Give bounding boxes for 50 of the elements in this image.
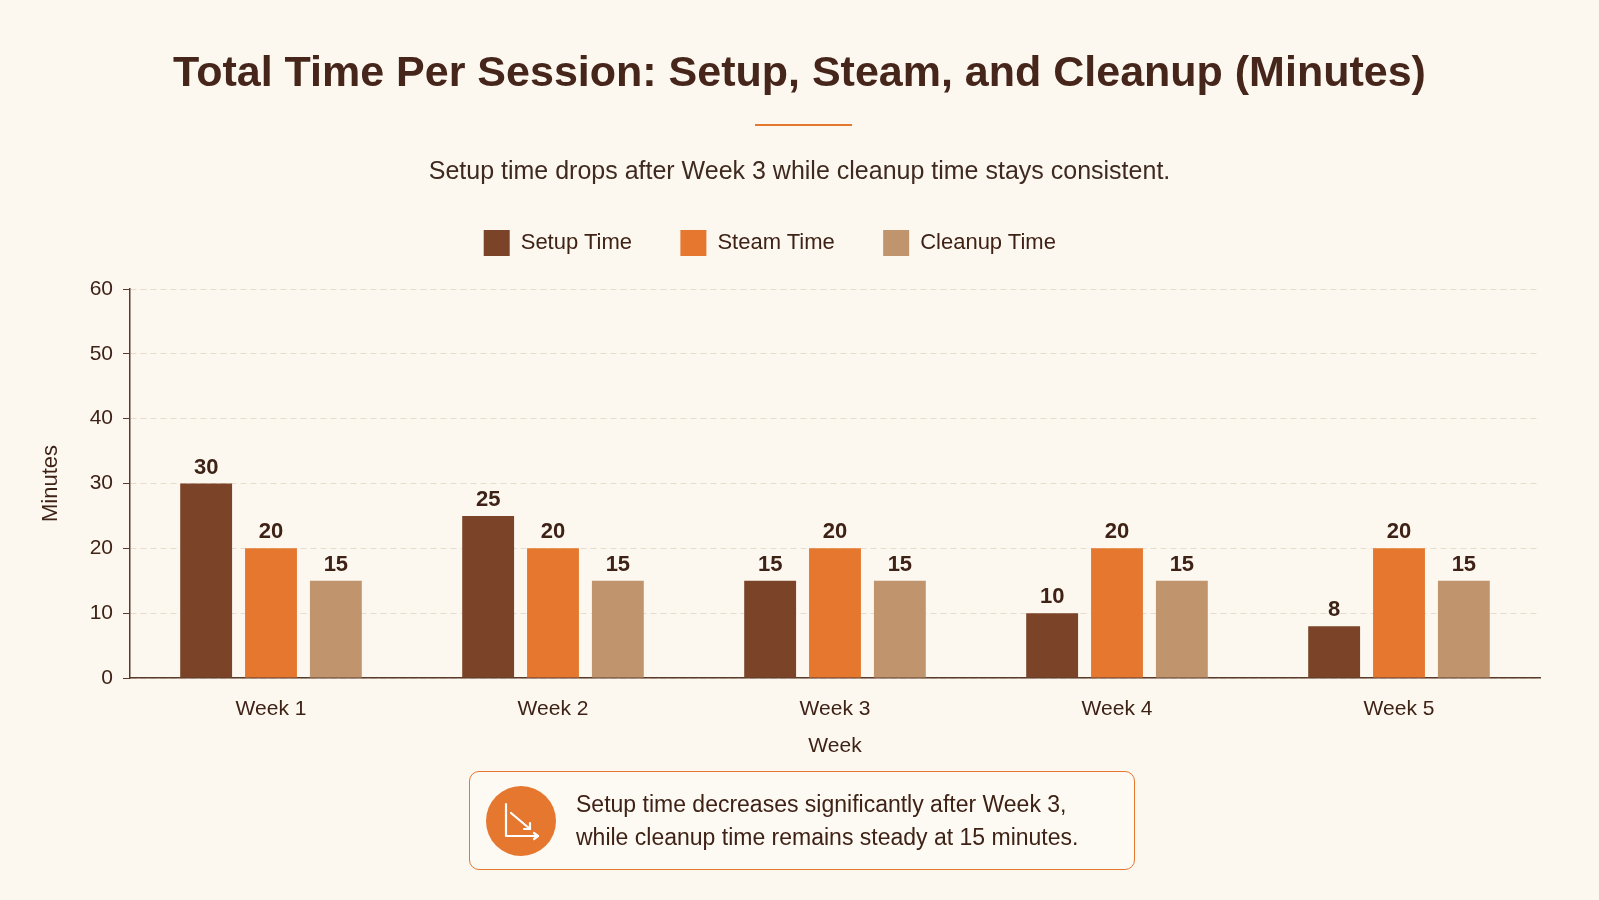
data-label: 10 [1039,583,1065,609]
bar [1155,580,1208,678]
bar [462,515,515,678]
bar [591,580,644,678]
y-axis-title: Minutes [37,444,63,523]
x-tick-label: Week 2 [517,696,589,720]
bar [245,548,297,678]
x-tick-label: Week 4 [1081,696,1153,720]
text: Setup time decreases significantly after Week 3, while cleanup time remains steady at 15 minutes. [576,789,1080,852]
data-label: 15 [323,550,349,576]
bar [873,580,926,678]
data-label: 20 [822,518,848,544]
chart-title: Total Time Per Session: Setup, Steam, and Cleanup (Minutes) [172,46,1427,97]
bar [1091,548,1143,678]
data-label: 30 [193,453,219,479]
bar [1373,548,1425,678]
y-tick-label: 0 [101,664,113,688]
data-label: 8 [1328,596,1341,622]
bar [1437,580,1490,678]
y-tick-label: 30 [89,470,113,494]
y-tick-label: 40 [89,405,113,429]
x-tick-label: Week 1 [235,696,307,720]
data-label: 20 [1104,518,1130,544]
data-label: 15 [887,550,913,576]
data-label: 20 [540,518,566,544]
data-label: 15 [1169,550,1195,576]
bar [309,580,362,678]
bar [744,580,797,678]
data-label: 15 [1451,550,1477,576]
y-tick-label: 10 [89,599,113,623]
data-label: 15 [605,550,631,576]
legend-label: Steam Time [717,229,835,255]
bar [180,483,233,678]
chart-subtitle: Setup time drops after Week 3 while cleanup time stays consistent. [427,155,1172,186]
legend-label: Setup Time [520,229,632,255]
y-tick-label: 20 [89,535,113,559]
data-label: 20 [258,518,284,544]
data-label: 15 [757,550,783,576]
x-tick-label: Week 3 [799,696,871,720]
bar [1308,626,1361,678]
bar [1026,613,1079,678]
bar [809,548,861,678]
y-tick-label: 50 [89,340,113,364]
y-tick-label: 60 [89,275,113,299]
data-label: 20 [1386,518,1412,544]
x-axis-title: Week [808,733,863,757]
data-label: 25 [475,485,501,511]
legend-label: Cleanup Time [920,229,1056,255]
bar [527,548,579,678]
x-tick-label: Week 5 [1363,696,1435,720]
